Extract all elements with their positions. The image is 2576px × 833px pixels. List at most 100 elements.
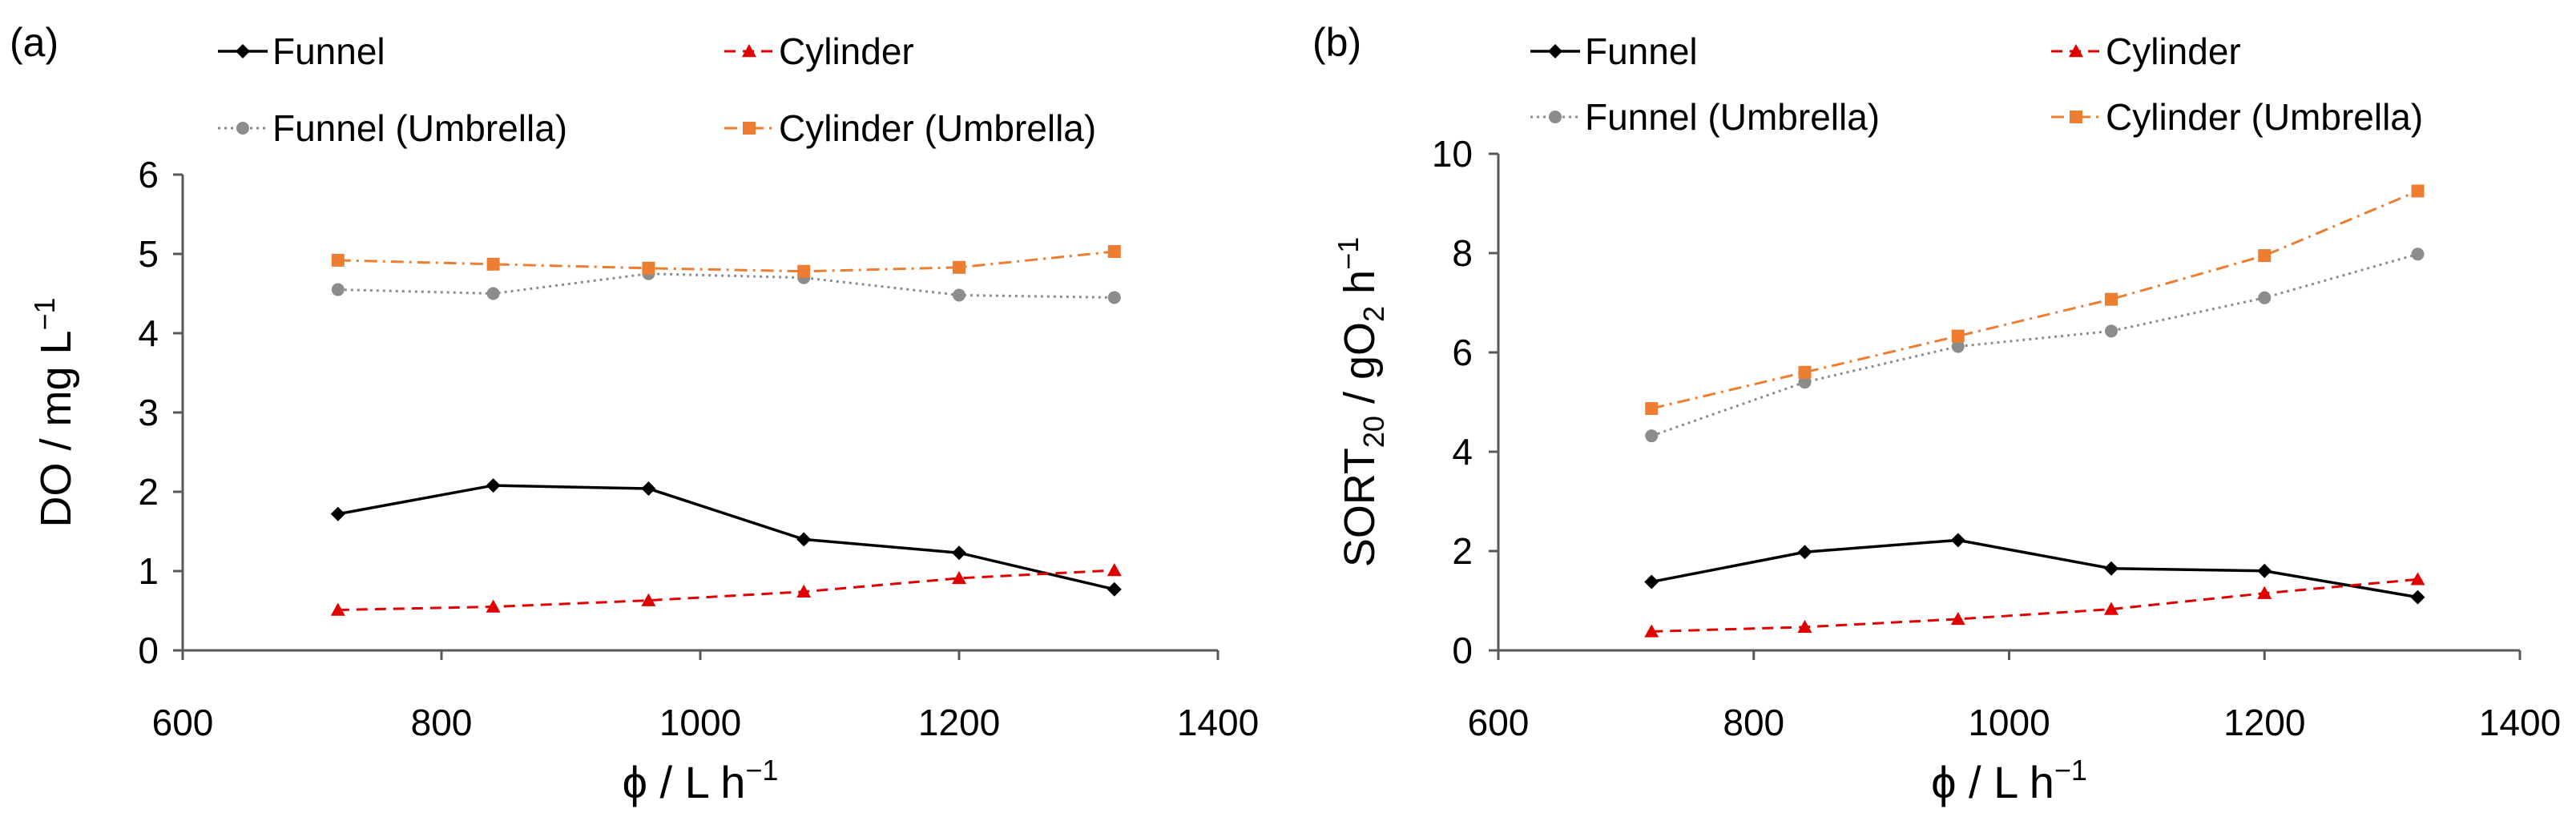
series-funnel-umbrella [331, 267, 1121, 304]
data-point [2411, 247, 2425, 261]
x-tick-label: 1000 [1968, 702, 2050, 743]
data-point [1645, 402, 1659, 416]
legend-entry: Cylinder [2051, 30, 2241, 72]
data-point [331, 283, 345, 296]
data-point [1107, 581, 1122, 597]
legend-entry: Cylinder (Umbrella) [724, 107, 1096, 149]
series-funnel-umbrella [1645, 247, 2425, 443]
y-axis-label-main: SORT [1336, 448, 1384, 567]
y-axis-label-sup: −1 [28, 297, 61, 330]
series-line [337, 272, 1115, 299]
y-tick-label: 8 [1452, 232, 1473, 274]
legend-label: Cylinder [2106, 30, 2241, 72]
data-point [797, 264, 811, 278]
data-point [952, 570, 966, 585]
data-point [1645, 429, 1659, 443]
legend-label: Cylinder (Umbrella) [779, 107, 1096, 149]
legend-label: Funnel [272, 30, 385, 72]
series-cylinder [330, 563, 1122, 616]
legend-entry: Cylinder [724, 30, 914, 72]
y-tick-label: 2 [138, 471, 159, 513]
y-tick-label: 1 [138, 550, 159, 592]
y-tick-label: 0 [1452, 630, 1473, 671]
legend-marker [1548, 44, 1562, 58]
data-point [2104, 602, 2118, 615]
legend-entry: Funnel (Umbrella) [1530, 96, 1880, 138]
data-point [953, 260, 965, 274]
x-axis-label: ϕ / L h−1 [623, 754, 779, 807]
y-axis-label-mid: / gO [1336, 322, 1384, 416]
legend-marker [2070, 111, 2082, 123]
data-point [641, 481, 656, 497]
x-axis-label: ϕ / L h−1 [1931, 754, 2087, 807]
data-point [641, 593, 656, 606]
series-line [1651, 190, 2419, 410]
data-point [2104, 561, 2118, 576]
x-tick-label: 1000 [659, 702, 741, 743]
y-axis-label-sub: 20 [1357, 416, 1390, 448]
data-point [1798, 365, 1812, 379]
data-point [1797, 545, 1812, 560]
data-point [796, 584, 812, 598]
data-point [486, 257, 500, 271]
x-tick-label: 1200 [2223, 702, 2305, 743]
series-cylinder-umbrella [331, 245, 1121, 278]
data-point [1950, 533, 1965, 548]
data-point [1797, 619, 1812, 634]
x-axis-label-sup: −1 [2054, 754, 2087, 787]
legend-entry: Funnel (Umbrella) [218, 107, 567, 149]
legend-label: Cylinder [779, 30, 914, 72]
data-point [1107, 563, 1122, 577]
y-axis-label: DO / mg L−1 [28, 297, 80, 527]
data-point [331, 253, 345, 267]
legend-marker [743, 122, 756, 135]
data-point [952, 545, 966, 561]
data-point [1644, 574, 1659, 590]
data-point [2105, 324, 2118, 338]
panel-label: (a) [10, 20, 58, 65]
x-axis-label-sup: −1 [745, 754, 778, 787]
data-point [2105, 292, 2118, 306]
data-point [330, 506, 345, 521]
data-point [2258, 249, 2272, 263]
y-tick-label: 4 [1452, 431, 1473, 473]
x-axis-label-main: ϕ / L h [1931, 757, 2054, 807]
legend-marker [1549, 111, 1562, 123]
legend-label: Funnel (Umbrella) [1585, 96, 1880, 138]
series-line [337, 569, 1115, 612]
legend-label: Cylinder (Umbrella) [2106, 96, 2423, 138]
data-point [1951, 329, 1965, 343]
data-point [642, 261, 655, 275]
y-tick-label: 6 [138, 154, 159, 195]
data-point [1798, 376, 1812, 389]
data-point [2258, 291, 2272, 304]
legend-marker [2069, 44, 2083, 58]
x-tick-label: 600 [1468, 702, 1530, 743]
legend-entry: Cylinder (Umbrella) [2051, 96, 2423, 138]
data-point [1951, 340, 1965, 353]
y-axis-label-sup: −1 [1332, 237, 1365, 270]
y-tick-label: 5 [138, 233, 159, 275]
series-line [1651, 252, 2418, 437]
x-axis-label-main: ϕ / L h [623, 757, 746, 807]
series-funnel [330, 478, 1122, 597]
y-tick-label: 0 [138, 630, 159, 671]
legend-marker [236, 122, 249, 135]
data-point [486, 287, 500, 300]
data-point [2411, 184, 2425, 198]
data-point [1107, 291, 1121, 304]
y-tick-label: 2 [1452, 530, 1473, 572]
data-point [2410, 590, 2425, 605]
series-funnel [1644, 533, 2425, 605]
series-line [337, 250, 1115, 273]
data-point [1950, 611, 1965, 626]
panel-label: (b) [1312, 20, 1361, 65]
x-tick-label: 1400 [1177, 702, 1259, 743]
y-axis-label-sub: 2 [1357, 306, 1390, 322]
data-point [486, 478, 501, 493]
y-tick-label: 4 [138, 312, 159, 354]
y-tick-label: 6 [1452, 332, 1473, 373]
y-axis-label-end: h [1336, 270, 1384, 306]
